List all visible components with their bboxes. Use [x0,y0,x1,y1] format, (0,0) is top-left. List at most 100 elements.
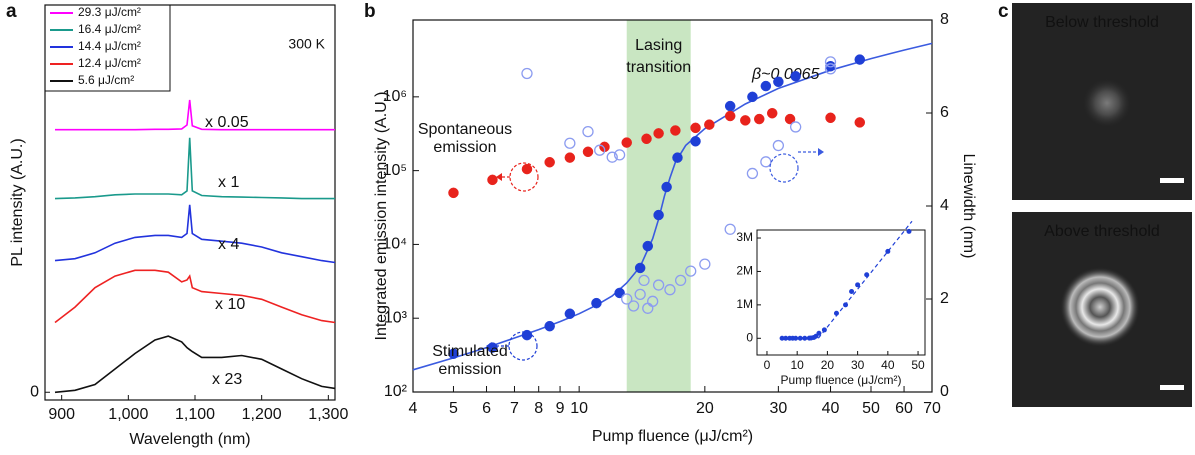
linewidth-point [789,121,802,133]
linewidth-point [564,137,576,149]
inset-point [855,282,861,288]
x-tick-label: 8 [534,400,543,417]
guide-circle [769,153,799,183]
intensity-point [670,125,681,136]
intensity-point [773,76,784,88]
fit-curve [412,42,933,371]
intensity-point [448,187,459,199]
intensity-point [747,91,758,103]
intensity-point [661,181,672,193]
scale-label: x 4 [218,236,239,253]
x-tick-label: 6 [482,400,491,417]
intensity-point [591,297,602,309]
x-tick-label: 20 [696,400,714,417]
inset-y-tick-label: 0 [746,330,753,344]
intensity-point [724,100,736,112]
intensity-point [653,209,664,221]
arrowhead [818,148,824,156]
intensity-point [766,107,778,119]
annotation: 300 K [288,36,325,52]
y-axis-label: PL intensity (A.U.) [9,138,26,266]
intensity-point [564,152,576,163]
legend-label: 5.6 μJ/cm² [78,73,134,87]
linewidth-point [634,288,646,301]
inset-x-tick-label: 30 [851,358,865,372]
image-title: Below threshold [1045,14,1159,31]
linewidth-point [621,293,633,305]
y2-tick-label: 8 [940,11,949,28]
arrowheads [486,148,824,350]
micrograph: Above threshold [1012,212,1192,407]
scale-label: x 1 [218,174,239,191]
intensity-point [487,174,498,186]
guide-circle [509,162,539,192]
inset-point [833,310,839,316]
intensity-point [690,122,701,134]
y-tick-label: 0 [30,383,39,400]
x-tick-label: 900 [48,406,75,423]
intensity-point [784,113,796,125]
inset-point [864,272,870,278]
micrograph: Below threshold [1012,3,1192,200]
intensity-point [760,80,772,92]
x-tick-label: 50 [862,400,880,417]
y-tick-label: 10³ [384,309,408,326]
linewidth-point [582,125,594,138]
intensity-point [690,136,701,147]
spectrum [54,204,336,264]
panel-letter: a [6,1,17,22]
intensity-point [724,110,736,122]
linewidth-point [674,274,687,287]
intensity-point [825,112,836,124]
plot-frame [44,4,336,401]
intensity-point [642,240,654,252]
scale-bar [1160,178,1184,183]
y2-tick-label: 6 [940,104,949,121]
y-tick-label: 10⁴ [382,236,407,253]
y-tick-label: 10⁶ [383,88,407,105]
linewidth-point [824,56,837,68]
series-label: emission [433,139,496,156]
arrowhead [496,173,502,181]
intensity-point [614,287,625,299]
series-label: Spontaneous [418,121,512,138]
intensity-point [740,115,751,126]
x-axis-label: Wavelength (nm) [129,431,250,448]
linewidth-point [627,300,640,312]
x-tick-label: 9 [556,400,565,417]
emission-rings [1060,267,1140,347]
legend-frame [44,4,171,92]
inset-x-tick-label: 0 [764,358,771,372]
legend-label: 14.4 μJ/cm² [78,39,141,53]
linewidth-point [521,67,533,80]
inset-x-tick-label: 50 [911,358,925,372]
guide-circle [508,331,538,361]
linewidth-point [746,167,759,180]
intensity-point [672,152,683,163]
intensity-point [653,128,664,139]
inset-point [821,327,827,333]
region-label: Lasing [635,37,682,54]
y-axis-label: Integrated emission intensity (A.U.) [373,92,390,341]
x-tick-label: 1,300 [308,406,348,423]
intensity-point [448,348,459,359]
inset-y-tick-label: 1M [736,297,753,311]
scale-bar [1160,385,1184,390]
linewidth-point [638,274,650,287]
scale-label: x 0.05 [205,114,249,131]
inset-point [793,335,799,341]
x-tick-label: 10 [570,400,588,417]
inset-frame [756,229,926,356]
inset-point [906,228,912,234]
x-tick-label: 1,100 [175,406,215,423]
x-tick-label: 7 [510,400,519,417]
linewidth-point [652,279,665,291]
x-tick-label: 30 [769,400,787,417]
scale-label: x 10 [215,296,245,313]
x-axis-label: Pump fluence (μJ/cm²) [592,428,753,445]
x-tick-label: 70 [923,400,941,417]
scale-label: x 23 [212,371,242,388]
fit-label: β~0.0065 [751,66,820,83]
x-tick-label: 60 [895,400,913,417]
